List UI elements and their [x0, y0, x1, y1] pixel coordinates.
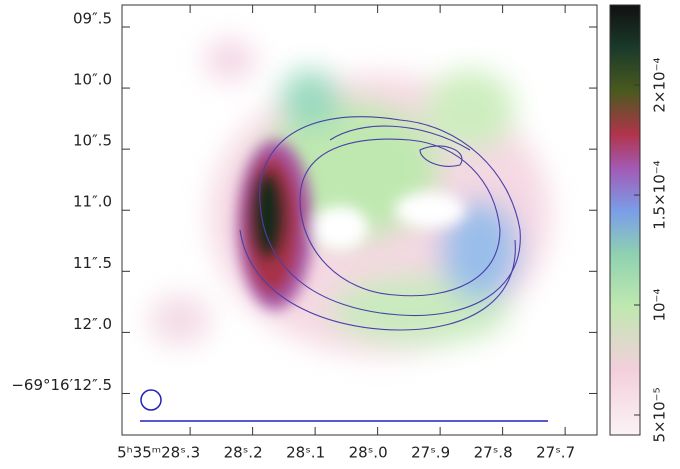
- intensity-map: [150, 40, 550, 355]
- colorbar-label: 5×10⁻⁵: [651, 387, 669, 442]
- colorbar-label: 1.5×10⁻⁴: [651, 160, 669, 229]
- beam: [140, 389, 162, 411]
- x-tick-label: 28ˢ.1: [286, 444, 325, 462]
- y-tick-label: 10″.5: [73, 132, 112, 150]
- y-tick-label: 12″.0: [73, 315, 112, 333]
- plot-frame: [121, 4, 598, 436]
- y-tick-label: 10″.0: [73, 71, 112, 89]
- colorbar-label: 10⁻⁴: [651, 288, 669, 321]
- x-tick-label: 27ˢ.8: [474, 444, 513, 462]
- y-tick-label: 09″.5: [73, 9, 112, 27]
- x-tick-label: 27ˢ.9: [411, 444, 450, 462]
- y-tick-label: 11″.0: [73, 193, 112, 211]
- x-tick-label: 28ˢ.0: [349, 444, 388, 462]
- x-tick-label: 28ˢ.2: [224, 444, 263, 462]
- colorbar-label: 2×10⁻⁴: [651, 57, 669, 112]
- y-tick-label: 11″.5: [73, 254, 112, 272]
- colorbar: [609, 4, 641, 436]
- x-tick-label: 5ʰ35ᵐ28ˢ.3: [117, 444, 200, 462]
- x-tick-label: 27ˢ.7: [536, 444, 575, 462]
- y-tick-label: −69°16′12″.5: [11, 376, 112, 394]
